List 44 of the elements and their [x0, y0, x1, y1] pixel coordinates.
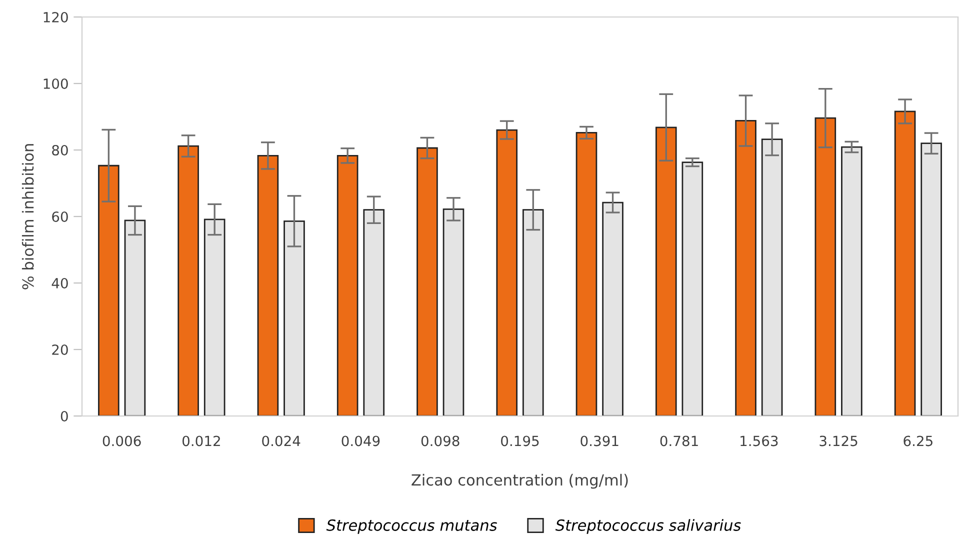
bar: [841, 146, 862, 416]
bar: [124, 220, 146, 416]
x-tick-label: 0.195: [501, 436, 539, 446]
y-tick-label: 40: [52, 278, 68, 288]
bar: [442, 208, 464, 416]
bar: [761, 138, 783, 416]
x-tick-label: 6.25: [904, 436, 932, 446]
x-tick-label: 0.098: [421, 436, 460, 446]
bar: [257, 154, 279, 416]
x-axis-title: Zicao concentration (mg/ml): [412, 474, 628, 489]
bar: [98, 164, 120, 416]
x-tick-label: 0.049: [342, 436, 380, 446]
y-tick-label: 100: [44, 78, 68, 89]
bar: [522, 209, 544, 416]
y-tick-label: 120: [44, 12, 68, 22]
x-tick-label: 3.125: [820, 436, 858, 446]
legend-label: Streptococcus mutans: [326, 519, 497, 534]
x-tick-label: 0.024: [262, 436, 300, 446]
y-tick-label: 60: [52, 211, 68, 222]
bar: [576, 132, 598, 416]
y-tick-label: 0: [60, 410, 68, 422]
y-tick-label: 80: [52, 144, 68, 156]
bar: [814, 117, 836, 416]
bar: [363, 209, 385, 416]
bar: [496, 129, 518, 416]
x-tick-label: 0.781: [660, 436, 698, 446]
bar: [416, 147, 438, 416]
y-axis-title: % biofilm inhibition: [22, 144, 34, 290]
x-tick-label: 1.563: [740, 436, 778, 446]
bar: [735, 120, 756, 416]
x-tick-label: 0.391: [580, 436, 618, 446]
bar: [655, 126, 677, 416]
bar: [894, 110, 916, 416]
bar: [284, 220, 305, 416]
bar: [204, 218, 226, 416]
bar: [920, 142, 942, 416]
bar: [602, 202, 624, 416]
bar: [178, 145, 199, 416]
bar: [682, 162, 704, 416]
legend-label: Streptococcus salivarius: [555, 519, 741, 534]
bar: [336, 154, 358, 416]
x-tick-label: 0.012: [182, 436, 220, 446]
x-tick-label: 0.006: [102, 436, 141, 446]
y-tick-label: 20: [52, 344, 68, 355]
